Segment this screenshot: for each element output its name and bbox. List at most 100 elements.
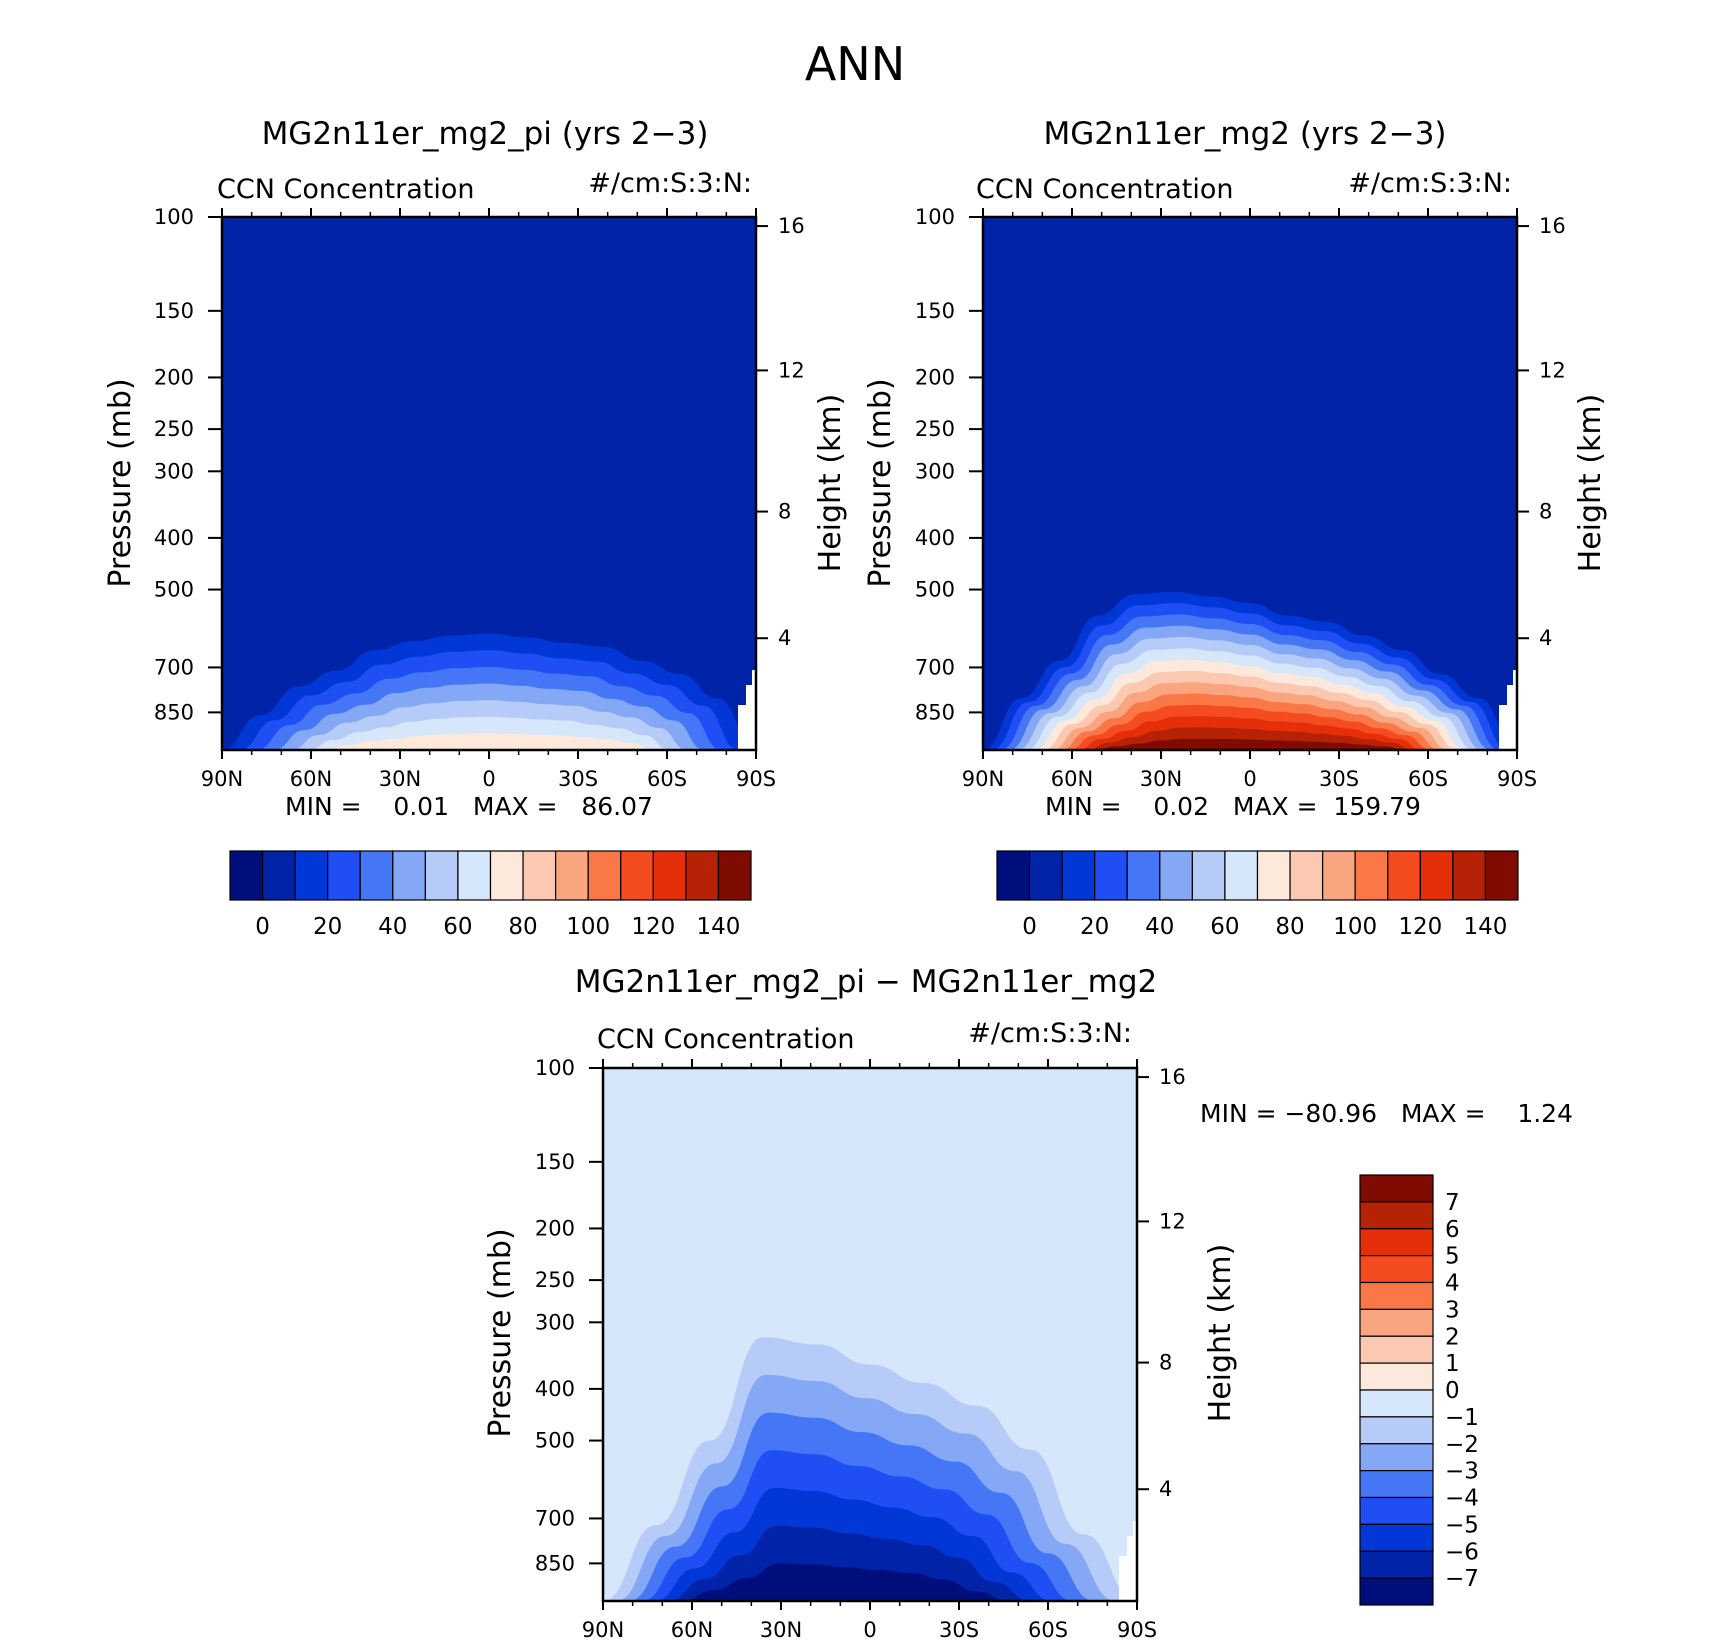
colorbar-box: [1061, 850, 1096, 901]
colorbar-box: [1359, 1389, 1434, 1418]
colorbar-label: 20: [1080, 914, 1109, 940]
colorbar-box: [1159, 850, 1193, 901]
colorbar-box: [1359, 1308, 1434, 1337]
x-tick-label: 0: [482, 767, 495, 791]
colorbar-box: [489, 850, 524, 901]
x-tick-label: 90N: [582, 1618, 624, 1639]
colorbar-box: [327, 850, 361, 901]
x-tick-label: 90S: [1497, 767, 1537, 791]
colorbar-box: [1359, 1174, 1434, 1203]
colorbar-box: [1359, 1577, 1434, 1606]
panel-difference-ylabel-right: Height (km): [1203, 1244, 1238, 1423]
x-tick-label: 60N: [1051, 767, 1093, 791]
colorbar-box: [522, 850, 557, 901]
colorbar-label: 7: [1445, 1190, 1460, 1216]
panel-difference-ylabel: Pressure (mb): [483, 1228, 518, 1437]
colorbar-box: [1359, 1228, 1434, 1257]
y-tick-label: 300: [154, 459, 194, 483]
x-tick-label: 60N: [290, 767, 332, 791]
x-tick-label: 90N: [201, 767, 243, 791]
colorbar-box: [1191, 850, 1226, 901]
x-tick-label: 30S: [558, 767, 598, 791]
y-right-tick-label: 4: [1539, 626, 1552, 650]
colorbar-box: [1354, 850, 1389, 901]
panel-difference-plot-area: [603, 1068, 1137, 1601]
x-tick-label: 90S: [1117, 1618, 1157, 1639]
x-tick-label: 90N: [962, 767, 1004, 791]
colorbar-label: 40: [378, 914, 407, 940]
colorbar-label: −3: [1445, 1459, 1479, 1485]
x-tick-label: 60S: [1028, 1618, 1068, 1639]
x-tick-label: 60S: [1408, 767, 1448, 791]
panel-difference-title: MG2n11er_mg2_pi − MG2n11er_mg2: [575, 964, 1157, 1000]
panel-left-stats: MIN = 0.01 MAX = 86.07: [285, 792, 653, 821]
x-tick-label: 30S: [939, 1618, 979, 1639]
colorbar-box: [555, 850, 589, 901]
panel-left-variable-label: CCN Concentration: [217, 174, 475, 205]
colorbar-box: [620, 850, 654, 901]
colorbar-label: 40: [1145, 914, 1174, 940]
y-tick-label: 100: [915, 205, 955, 229]
colorbar-label: 3: [1445, 1297, 1460, 1323]
panel-right-units-label: #/cm:S:3:N:: [1348, 168, 1512, 199]
contour-level-0: [681, 1563, 1010, 1601]
figure-title: ANN: [805, 37, 905, 91]
colorbar-label: 0: [255, 914, 270, 940]
colorbar-box: [685, 850, 720, 901]
colorbar-box: [1094, 850, 1128, 901]
panel-left-units-label: #/cm:S:3:N:: [588, 168, 752, 199]
y-right-tick-label: 16: [778, 214, 805, 238]
colorbar-label: −7: [1445, 1566, 1479, 1592]
colorbar-box: [424, 850, 459, 901]
panel-right-plot-area: [983, 217, 1517, 750]
colorbar-label: 80: [508, 914, 537, 940]
colorbar-box: [229, 850, 264, 901]
panel-left-plot-area: [222, 217, 756, 750]
panel-right-colorbar: 0 20 40 60 80 100 120 140: [996, 850, 1519, 940]
y-tick-label: 250: [915, 417, 955, 441]
panel-right-ylabel-right: Height (km): [1573, 394, 1608, 573]
y-tick-label: 500: [915, 578, 955, 602]
y-tick-label: 400: [154, 526, 194, 550]
colorbar-label: 0: [1445, 1378, 1460, 1404]
x-tick-label: 60S: [647, 767, 687, 791]
colorbar-box: [359, 850, 394, 901]
colorbar-box: [1359, 1496, 1434, 1525]
y-tick-label: 300: [535, 1310, 575, 1334]
colorbar-box: [1359, 1416, 1434, 1445]
panel-right-stats: MIN = 0.02 MAX = 159.79: [1045, 792, 1421, 821]
colorbar-label: 6: [1445, 1217, 1460, 1243]
x-tick-label: 0: [863, 1618, 876, 1639]
y-tick-label: 500: [535, 1429, 575, 1453]
y-right-tick-label: 4: [778, 626, 791, 650]
colorbar-box: [261, 850, 296, 901]
y-right-tick-label: 8: [778, 500, 791, 524]
colorbar-box: [1322, 850, 1356, 901]
y-right-tick-label: 16: [1159, 1065, 1186, 1089]
colorbar-label: −2: [1445, 1432, 1479, 1458]
colorbar-label: −5: [1445, 1512, 1479, 1538]
x-tick-label: 30N: [1140, 767, 1182, 791]
y-tick-label: 700: [915, 655, 955, 679]
colorbar-label: −6: [1445, 1539, 1479, 1565]
x-tick-label: 30S: [1319, 767, 1359, 791]
y-tick-label: 700: [535, 1506, 575, 1530]
y-tick-label: 150: [915, 299, 955, 323]
colorbar-box: [1359, 1550, 1434, 1579]
no-data-region: [1499, 670, 1517, 750]
colorbar-label: 140: [696, 914, 740, 940]
panel-left-ylabel: Pressure (mb): [103, 378, 138, 587]
colorbar-label: 140: [1463, 914, 1507, 940]
colorbar-label: 4: [1445, 1271, 1460, 1297]
contour-level-8: [324, 733, 654, 750]
y-tick-label: 250: [535, 1268, 575, 1292]
no-data-region: [1119, 1521, 1137, 1601]
panel-left: MG2n11er_mg2_pi (yrs 2−3) CCN Concentrat…: [103, 116, 848, 940]
colorbar-box: [294, 850, 329, 901]
colorbar-box: [1028, 850, 1063, 901]
y-tick-label: 150: [535, 1150, 575, 1174]
colorbar-box: [1224, 850, 1259, 901]
y-right-tick-label: 12: [778, 358, 805, 382]
colorbar-box: [1359, 1443, 1434, 1472]
colorbar-label: 80: [1275, 914, 1304, 940]
